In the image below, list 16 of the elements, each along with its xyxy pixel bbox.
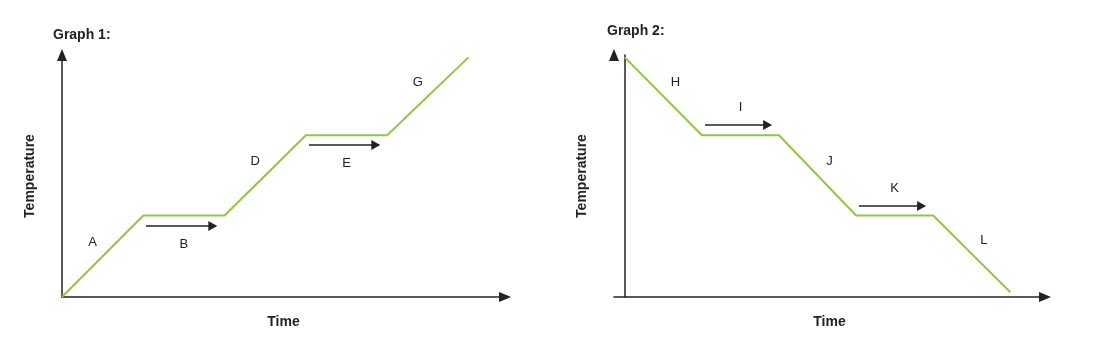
- annotation: K: [889, 178, 900, 197]
- annotation: G: [411, 73, 424, 92]
- x-axis-title: Time: [813, 313, 846, 329]
- chart-title: Graph 2:: [607, 22, 665, 38]
- annotation: D: [249, 152, 261, 171]
- annotation: H: [669, 73, 682, 92]
- chart-title: Graph 1:: [53, 26, 111, 42]
- annotation: B: [178, 234, 190, 253]
- annotation: J: [825, 152, 834, 171]
- y-axis-title: Temperature: [573, 133, 589, 218]
- y-axis-title: Temperature: [21, 133, 37, 218]
- x-axis-title: Time: [267, 313, 300, 329]
- annotation: E: [341, 154, 352, 173]
- annotation: L: [979, 230, 989, 249]
- annotation: A: [87, 233, 98, 252]
- annotation: I: [737, 98, 744, 117]
